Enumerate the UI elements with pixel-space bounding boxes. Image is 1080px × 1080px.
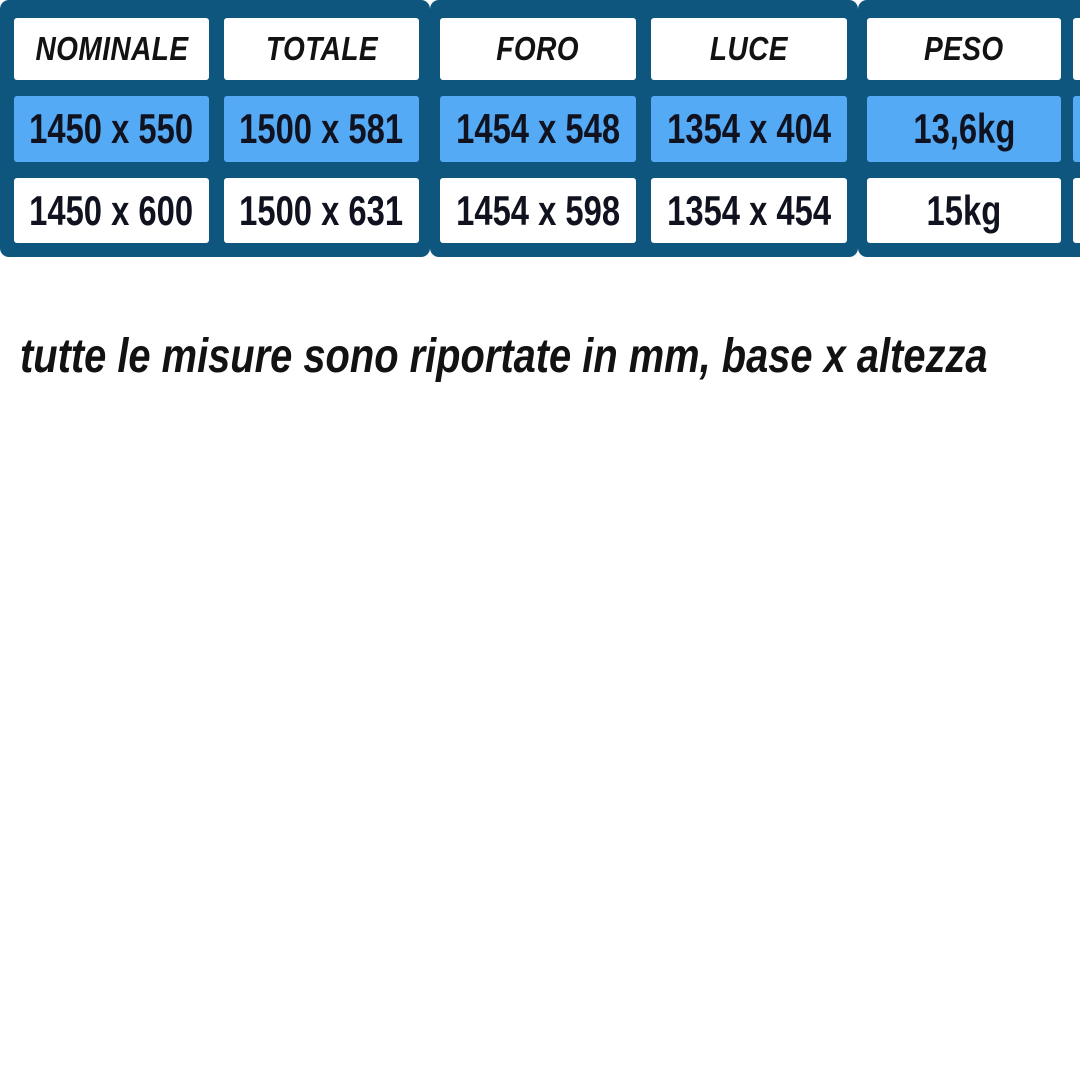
- header-label-luce: LUCE: [709, 30, 789, 67]
- value-nominale-row2: 1450 x 600: [29, 186, 194, 234]
- cell-nominale-row1: 1450 x 550: [14, 96, 209, 162]
- cell-totale-row1: 1500 x 581: [224, 96, 419, 162]
- table-frame-peso: PESO 13,6kg 15kg: [858, 0, 1080, 257]
- table-frame-foro-luce: FORO LUCE 1454 x 548 1354 x 404 1454 x 5…: [430, 0, 858, 257]
- header-cell-foro: FORO: [440, 18, 636, 80]
- header-label-foro: FORO: [496, 30, 580, 67]
- cell-foro-row2: 1454 x 598: [440, 178, 636, 243]
- units-note: tutte le misure sono riportate in mm, ba…: [20, 329, 1080, 384]
- header-label-totale: TOTALE: [265, 30, 378, 67]
- value-luce-row2: 1354 x 454: [667, 186, 831, 234]
- value-nominale-row1: 1450 x 550: [29, 105, 194, 152]
- cell-clipped-row2: [1073, 178, 1080, 243]
- cell-luce-row2: 1354 x 454: [651, 178, 847, 243]
- header-label-nominale: NOMINALE: [35, 30, 188, 67]
- header-cell-clipped: [1073, 18, 1080, 80]
- header-cell-nominale: NOMINALE: [14, 18, 209, 80]
- value-foro-row1: 1454 x 548: [456, 105, 620, 152]
- value-totale-row1: 1500 x 581: [239, 105, 404, 152]
- cell-clipped-row1: [1073, 96, 1080, 162]
- cell-peso-row2: 15kg: [867, 178, 1061, 243]
- cell-foro-row1: 1454 x 548: [440, 96, 636, 162]
- value-peso-row1: 13,6kg: [912, 105, 1015, 152]
- cell-totale-row2: 1500 x 631: [224, 178, 419, 243]
- header-cell-peso: PESO: [867, 18, 1061, 80]
- header-cell-totale: TOTALE: [224, 18, 419, 80]
- header-cell-luce: LUCE: [651, 18, 847, 80]
- value-totale-row2: 1500 x 631: [239, 186, 404, 234]
- cell-nominale-row2: 1450 x 600: [14, 178, 209, 243]
- units-note-text: tutte le misure sono riportate in mm, ba…: [20, 330, 988, 383]
- value-luce-row1: 1354 x 404: [667, 105, 831, 152]
- cell-luce-row1: 1354 x 404: [651, 96, 847, 162]
- cell-peso-row1: 13,6kg: [867, 96, 1061, 162]
- value-peso-row2: 15kg: [926, 186, 1002, 234]
- table-frame-nominale-totale: NOMINALE TOTALE 1450 x 550 1500 x 581 14…: [0, 0, 430, 257]
- value-foro-row2: 1454 x 598: [456, 186, 620, 234]
- size-table: NOMINALE TOTALE 1450 x 550 1500 x 581 14…: [0, 0, 1080, 257]
- header-label-peso: PESO: [924, 30, 1004, 67]
